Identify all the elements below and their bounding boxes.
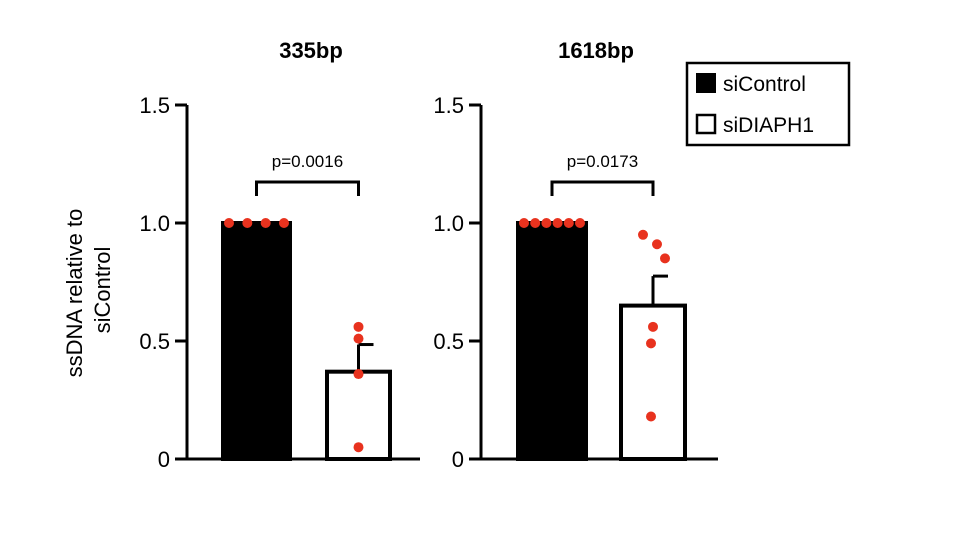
panel-1-p-value: p=0.0016: [272, 152, 343, 171]
panel-1-data-point: [353, 333, 364, 344]
y-axis-label: ssDNA relative to siControl: [62, 203, 115, 378]
panel-2-y-tick-label: 0.5: [433, 329, 464, 354]
panel-2-data-point: [541, 218, 552, 228]
panel-1-title: 335bp: [279, 38, 343, 63]
y-axis-label-line-2: siControl: [90, 247, 115, 334]
panel-2-data-point: [530, 218, 541, 228]
panel-1-data-point: [242, 218, 253, 228]
y-axis-label-line-1: ssDNA relative to: [62, 209, 87, 378]
panel-2-data-point: [648, 321, 658, 332]
panel-1-bar-sicontrol: [221, 221, 292, 461]
legend-label-sicontrol: siControl: [723, 73, 806, 96]
panel-1-y-tick-label: 1.5: [139, 93, 170, 118]
panel-2-data-point: [575, 218, 585, 228]
panel-2-data-point: [563, 218, 574, 228]
panel-2-data-point: [638, 229, 648, 240]
panel-2-y-tick-label: 0: [452, 447, 464, 472]
panel-2-bar-sicontrol: [516, 221, 588, 461]
panel-2-bar-sidiaph1: [619, 303, 687, 461]
panel-1-data-point: [353, 321, 364, 332]
panel-2-data-point: [646, 411, 656, 422]
legend-swatch-sidiaph1: [695, 113, 717, 135]
panel-1-significance-bracket: [255, 180, 360, 196]
panel-1-y-tick-label: 0.5: [139, 329, 170, 354]
panel-1-data-point: [353, 369, 364, 380]
panel-2-data-point: [552, 218, 563, 228]
panel-2-data-point: [519, 218, 529, 228]
panel-1-data-point: [279, 218, 289, 228]
legend-swatch-sicontrol: [696, 73, 716, 93]
panel-2-data-point: [652, 239, 662, 250]
panel-2-significance-bracket: [550, 180, 655, 196]
panel-1-data-point: [224, 218, 234, 228]
panel-2-data-point: [660, 253, 670, 264]
panel-1-data-point: [353, 442, 364, 453]
legend-label-sidiaph1: siDIAPH1: [723, 114, 814, 137]
legend: siControl siDIAPH1: [685, 61, 851, 147]
panel-1-y-tick-label: 1.0: [139, 211, 170, 236]
panel-1-data-point: [260, 218, 271, 228]
panel-1-y-tick-label: 0: [158, 447, 170, 472]
panel-2-p-value: p=0.0173: [567, 152, 638, 171]
panel-2-y-tick-label: 1.5: [433, 93, 464, 118]
panel-2-y-tick-label: 1.0: [433, 211, 464, 236]
panel-2-data-point: [646, 338, 656, 349]
panel-2-title: 1618bp: [558, 38, 634, 63]
